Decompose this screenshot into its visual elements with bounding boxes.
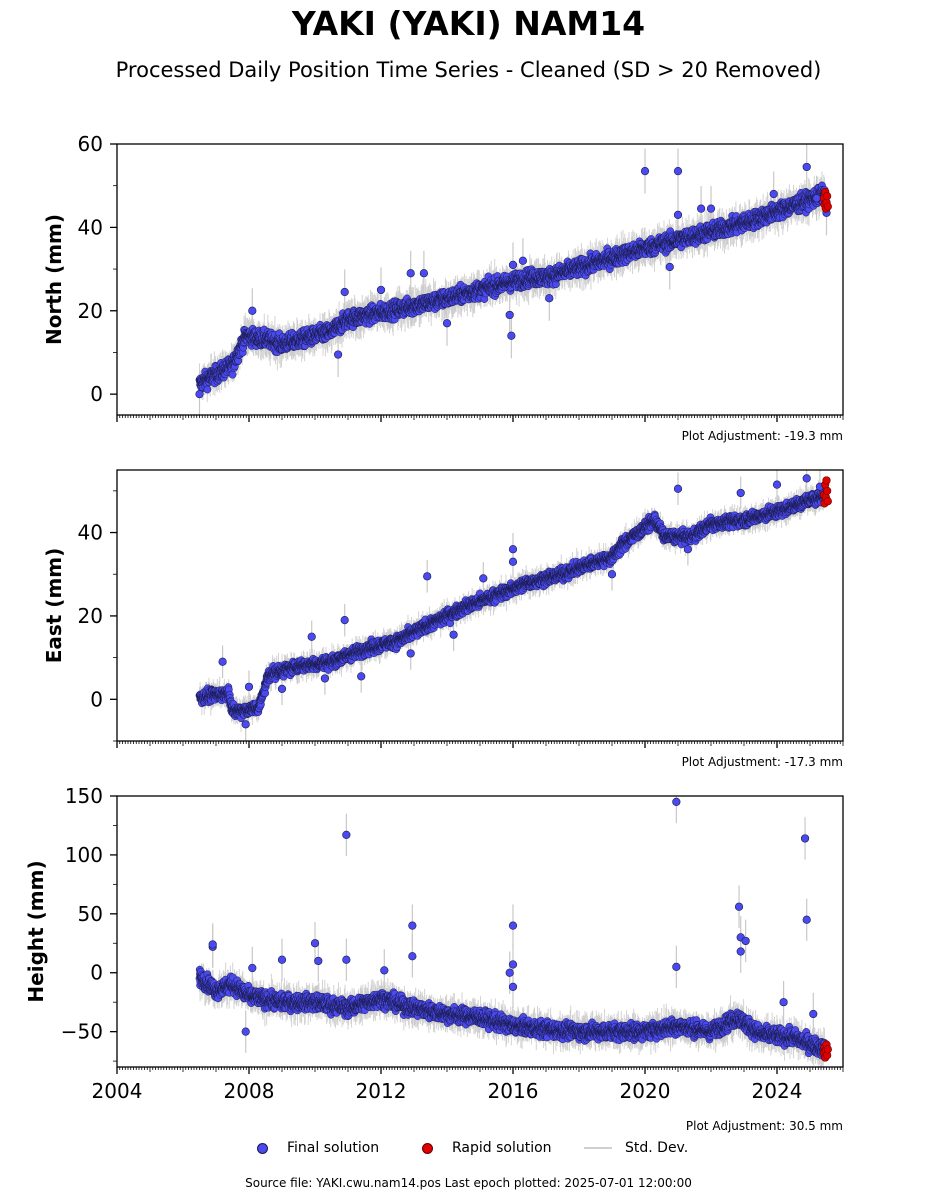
y-tick-label: 60 [78,132,103,156]
final-point [640,167,650,176]
final-point [673,210,683,219]
page-title: YAKI (YAKI) NAM14 [291,4,646,43]
final-point [706,204,716,213]
series-final-solution [195,470,829,741]
final-point [203,385,212,394]
final-point [505,310,514,320]
final-point [769,189,778,199]
final-point [802,162,811,172]
page-subtitle: Processed Daily Position Time Series - C… [115,58,822,82]
series-rapid-solution [819,187,832,213]
panel-1: 0 20 40 60 North (mm) Plot Adjustment: -19.3 … [42,132,844,443]
y-axis-label: North (mm) [42,214,66,345]
final-point [340,287,349,297]
final-point [507,331,516,340]
final-point [665,262,674,272]
final-point [673,167,683,176]
final-point [419,269,429,278]
rapid-point [823,192,832,201]
y-tick-label: 20 [78,299,103,323]
y-tick-label: 0 [90,382,103,406]
final-point [248,306,257,315]
final-point [545,294,554,303]
final-point [376,285,386,295]
final-point [442,319,452,328]
final-point [334,350,343,359]
final-point [508,260,518,270]
y-tick-label: 40 [78,215,103,239]
plot-adjustment: Plot Adjustment: -19.3 mm [682,429,843,443]
series-final-solution [195,144,831,415]
rapid-point [823,202,832,211]
final-point [406,269,415,278]
final-point [518,256,528,265]
final-point [228,370,237,379]
final-point [195,390,204,399]
final-point [812,194,821,203]
final-point [696,204,706,213]
